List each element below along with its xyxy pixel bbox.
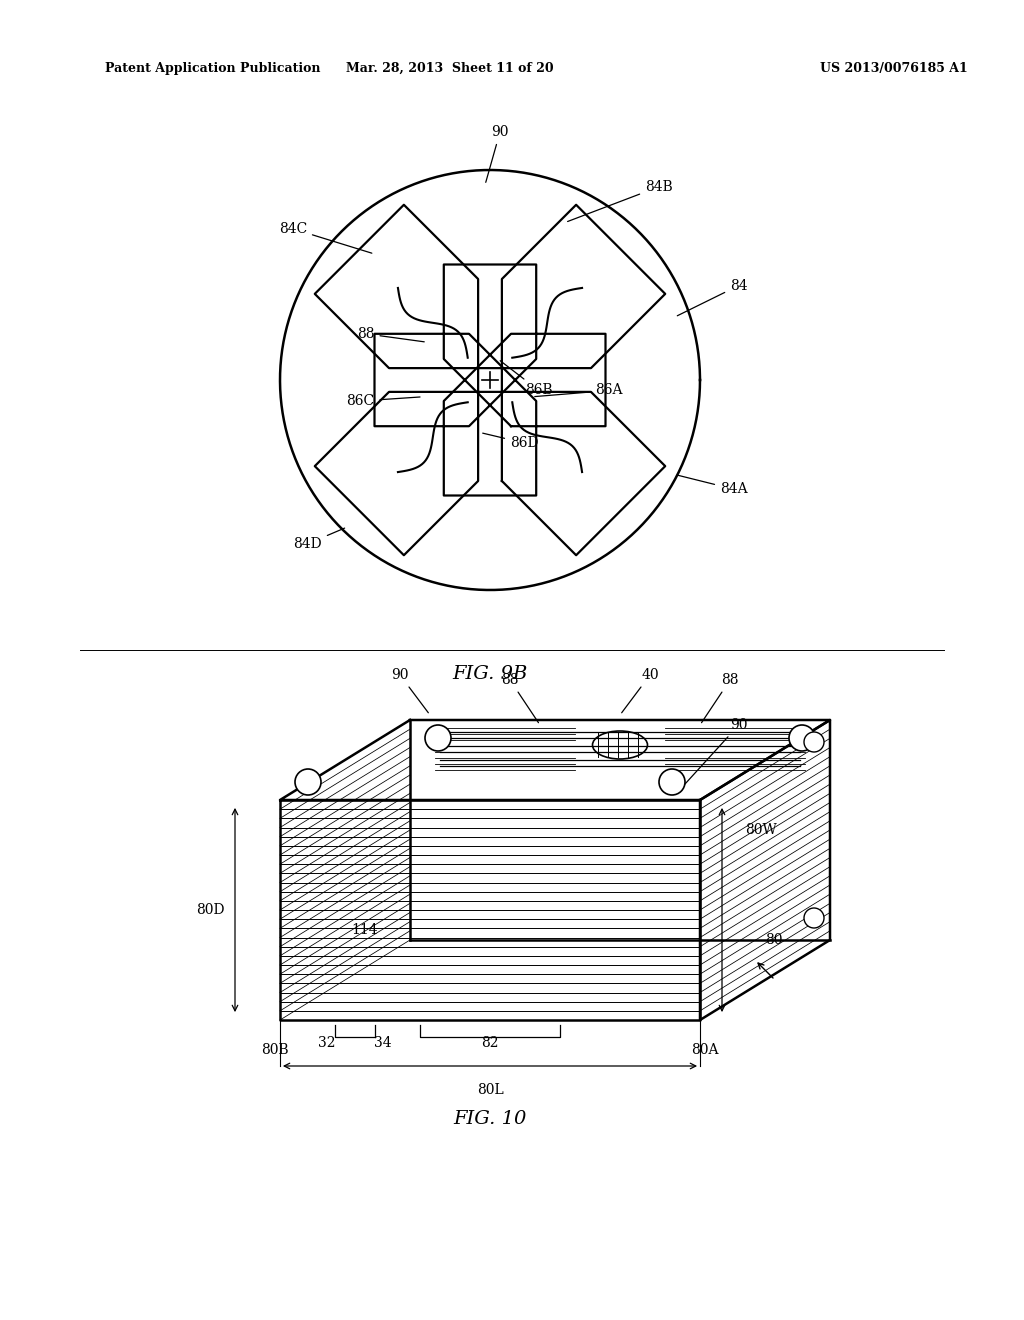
Text: 90: 90 (677, 718, 748, 793)
Text: 40: 40 (622, 668, 658, 713)
Text: 32: 32 (318, 1036, 336, 1049)
Text: FIG. 10: FIG. 10 (454, 1110, 526, 1129)
Text: 84B: 84B (567, 180, 673, 222)
Circle shape (425, 725, 451, 751)
Text: 80B: 80B (261, 1043, 289, 1057)
Text: 86D: 86D (482, 433, 539, 450)
Text: 84C: 84C (279, 222, 372, 253)
Text: 82: 82 (481, 1036, 499, 1049)
Text: 90: 90 (391, 668, 428, 713)
Text: Patent Application Publication: Patent Application Publication (105, 62, 321, 75)
Text: 80W: 80W (745, 822, 777, 837)
Text: US 2013/0076185 A1: US 2013/0076185 A1 (820, 62, 968, 75)
Circle shape (804, 908, 824, 928)
Text: 86A: 86A (535, 384, 623, 397)
Text: 84: 84 (677, 279, 748, 315)
Circle shape (804, 733, 824, 752)
Text: 80D: 80D (197, 903, 225, 917)
Text: 114: 114 (351, 923, 378, 937)
Circle shape (790, 725, 815, 751)
Text: FIG. 9B: FIG. 9B (453, 665, 527, 682)
Circle shape (659, 770, 685, 795)
Text: Mar. 28, 2013  Sheet 11 of 20: Mar. 28, 2013 Sheet 11 of 20 (346, 62, 554, 75)
Text: 80L: 80L (476, 1082, 504, 1097)
Text: 80A: 80A (691, 1043, 719, 1057)
Text: 88: 88 (502, 673, 539, 722)
Circle shape (295, 770, 321, 795)
Text: 80: 80 (765, 933, 782, 946)
Text: 84D: 84D (293, 528, 345, 550)
Text: 90: 90 (485, 125, 509, 182)
Text: 88: 88 (357, 327, 424, 342)
Text: 86B: 86B (500, 360, 553, 397)
Text: 34: 34 (374, 1036, 392, 1049)
Text: 86C: 86C (346, 393, 420, 408)
Text: 88: 88 (701, 673, 738, 722)
Text: 84A: 84A (678, 475, 748, 496)
